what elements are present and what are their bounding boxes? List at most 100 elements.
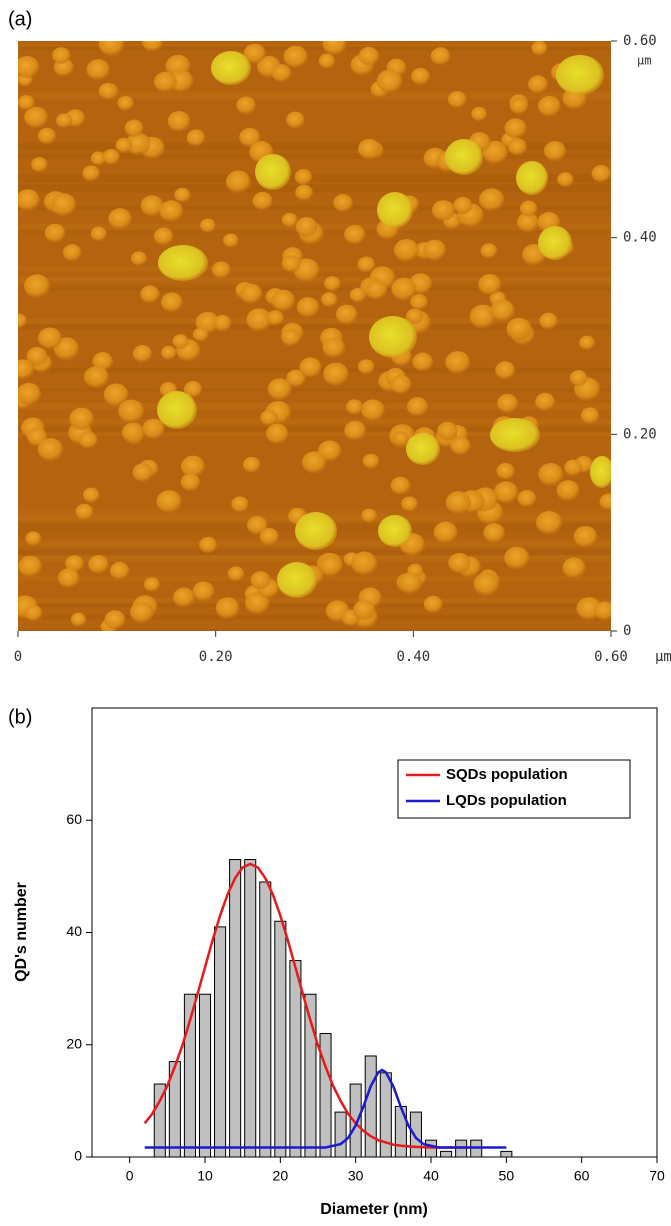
afm-dot: [118, 399, 145, 424]
afm-dot: [573, 525, 598, 548]
afm-streak: [18, 205, 611, 211]
afm-dot: [180, 455, 206, 478]
afm-streak: [18, 628, 611, 631]
afm-dot: [405, 308, 424, 325]
afm-dot: [346, 399, 364, 415]
afm-dot: [243, 43, 266, 64]
afm-dot: [26, 346, 48, 367]
afm-dot: [52, 47, 71, 64]
panel-label: (a): [8, 8, 32, 30]
afm-dot: [281, 212, 298, 228]
x-tick-label: 10: [197, 1168, 213, 1184]
bar: [349, 1083, 362, 1158]
afm-dot: [88, 555, 109, 574]
bar: [214, 926, 227, 1158]
bar: [153, 1083, 166, 1158]
afm-dot: [56, 113, 73, 129]
bar: [440, 1150, 453, 1158]
afm-dot: [115, 137, 133, 154]
afm-dot: [18, 95, 35, 111]
y-unit: μm: [637, 54, 651, 68]
afm-dot: [37, 438, 64, 462]
afm-dot: [562, 557, 586, 579]
bar: [198, 993, 212, 1158]
afm-dot: [199, 536, 218, 554]
afm-dot: [124, 119, 144, 137]
afm-streak: [18, 173, 611, 179]
afm-dot: [594, 601, 611, 621]
afm-dot: [391, 277, 417, 301]
afm-dot: [495, 361, 516, 380]
y-tick-label: 0.20: [623, 426, 657, 442]
afm-dot: [450, 436, 471, 456]
afm-dot: [322, 41, 347, 56]
afm-island: [255, 154, 291, 190]
afm-dot: [192, 327, 209, 342]
afm-dot: [535, 392, 556, 411]
afm-dot: [108, 208, 132, 230]
bar: [274, 920, 287, 1158]
afm-dot: [173, 587, 195, 608]
afm-dot: [252, 191, 273, 211]
afm-dot: [318, 53, 336, 69]
x-tick-label: 0: [14, 649, 22, 665]
afm-dot: [411, 67, 431, 86]
afm-dot: [516, 212, 539, 233]
y-tick-label: 0.40: [623, 230, 657, 246]
afm-dot: [286, 369, 306, 388]
afm-dot: [140, 285, 160, 304]
afm-dot: [401, 496, 418, 512]
afm-dot: [319, 555, 343, 577]
bar: [364, 1055, 377, 1158]
bar: [409, 1111, 422, 1158]
afm-dot: [167, 111, 191, 132]
afm-dot: [490, 299, 515, 322]
afm-island: [369, 316, 417, 358]
afm-streak: [18, 287, 611, 291]
afm-dot: [496, 462, 515, 480]
afm-dot: [351, 551, 378, 576]
afm-dot: [299, 357, 322, 378]
afm-dot: [102, 149, 121, 165]
afm-dot: [186, 129, 206, 147]
afm-streak: [18, 46, 611, 51]
afm-island: [277, 562, 317, 598]
afm-streak: [18, 554, 611, 560]
afm-dot: [183, 381, 203, 398]
afm-dot: [142, 418, 165, 440]
afm-dot: [156, 490, 182, 514]
y-tick-label: 60: [66, 811, 82, 827]
afm-streak: [18, 276, 611, 283]
afm-dot: [246, 308, 272, 332]
afm-dot: [239, 127, 261, 148]
x-tick-label: 0.40: [396, 649, 430, 665]
afm-dot: [478, 273, 502, 296]
afm-dot: [260, 409, 278, 426]
afm-dot: [362, 453, 380, 469]
afm-dot: [599, 493, 611, 511]
afm-dot: [266, 423, 289, 444]
afm-dot: [213, 314, 232, 332]
afm-dot: [517, 489, 537, 508]
afm-dot: [333, 194, 354, 213]
x-tick-label: 70: [649, 1168, 665, 1184]
afm-dot: [18, 382, 42, 406]
afm-dot: [493, 481, 519, 504]
afm-dot: [448, 553, 471, 574]
fit-line: [143, 862, 469, 1149]
afm-island: [556, 55, 604, 95]
afm-dot: [471, 106, 488, 122]
afm-dot: [349, 287, 367, 303]
afm-dot: [160, 292, 183, 313]
afm-island: [516, 161, 548, 195]
afm-dot: [259, 527, 279, 546]
afm-dot: [433, 521, 458, 544]
afm-dot: [90, 151, 107, 166]
afm-dot: [98, 82, 118, 100]
afm-dot: [353, 599, 376, 621]
afm-dot: [231, 496, 249, 513]
afm-dot: [504, 546, 530, 570]
afm-dot: [357, 256, 376, 273]
afm-streak: [18, 432, 611, 437]
afm-dot: [153, 227, 174, 246]
